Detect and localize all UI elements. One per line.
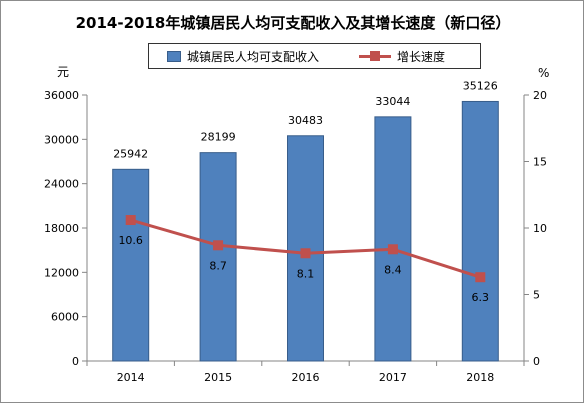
bar — [112, 168, 150, 362]
right-tick-label: 15 — [533, 156, 547, 169]
growth-point — [300, 248, 311, 259]
bar — [374, 116, 412, 362]
left-tick-label: 24000 — [44, 178, 79, 191]
bar-data-label: 35126 — [463, 79, 498, 92]
legend: 城镇居民人均可支配收入 增长速度 — [148, 43, 481, 69]
chart-title: 2014-2018年城镇居民人均可支配收入及其增长速度（新口径） — [75, 14, 511, 32]
x-tick-label: 2017 — [379, 371, 407, 384]
right-tick-label: 10 — [533, 222, 547, 235]
bar-data-label: 28199 — [201, 131, 236, 144]
left-tick-label: 0 — [72, 355, 79, 368]
left-tick-label: 12000 — [44, 266, 79, 279]
growth-point — [125, 215, 136, 226]
legend-item-growth: 增长速度 — [359, 44, 445, 68]
growth-point — [213, 240, 224, 251]
bar-data-label: 33044 — [375, 95, 410, 108]
x-tick-label: 2016 — [292, 371, 320, 384]
bar — [461, 100, 499, 362]
right-tick-label: 5 — [533, 289, 540, 302]
growth-data-label: 8.1 — [297, 267, 315, 280]
left-axis-unit: 元 — [57, 65, 70, 79]
growth-point — [475, 272, 486, 283]
right-axis-unit: % — [538, 66, 550, 80]
growth-data-label: 8.4 — [384, 263, 402, 276]
bar — [199, 152, 237, 362]
left-tick-label: 6000 — [51, 311, 79, 324]
legend-label-growth: 增长速度 — [397, 49, 446, 64]
legend-label-income: 城镇居民人均可支配收入 — [187, 49, 320, 64]
growth-point — [387, 244, 398, 255]
legend-item-income: 城镇居民人均可支配收入 — [167, 44, 319, 68]
right-tick-label: 0 — [533, 355, 540, 368]
bar-data-label: 30483 — [288, 114, 323, 127]
x-tick-label: 2015 — [204, 371, 232, 384]
left-tick-label: 36000 — [44, 89, 79, 102]
x-tick-label: 2014 — [117, 371, 145, 384]
bar-data-label: 25942 — [113, 147, 148, 160]
growth-data-label: 6.3 — [472, 291, 490, 304]
left-tick-label: 30000 — [44, 133, 79, 146]
legend-swatch-bar — [167, 50, 181, 62]
growth-data-label: 10.6 — [118, 234, 143, 247]
right-tick-label: 20 — [533, 89, 547, 102]
left-tick-label: 18000 — [44, 222, 79, 235]
x-tick-label: 2018 — [466, 371, 494, 384]
growth-data-label: 8.7 — [209, 259, 227, 272]
legend-swatch-line — [359, 50, 391, 62]
